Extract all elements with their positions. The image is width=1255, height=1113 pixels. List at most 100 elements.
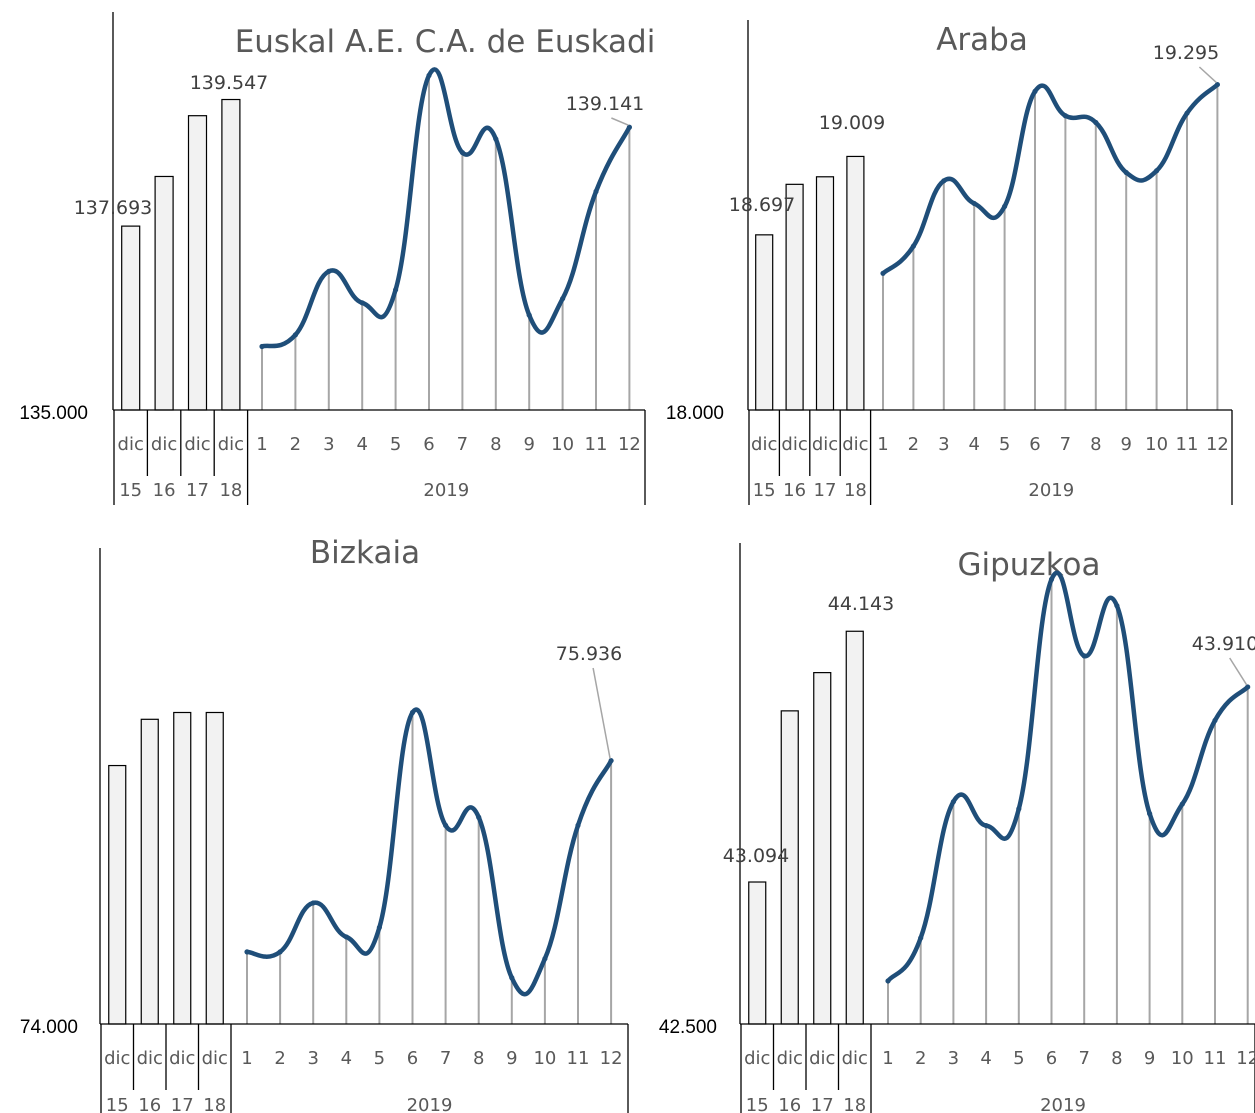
line-point bbox=[277, 949, 283, 955]
line-point bbox=[1214, 81, 1220, 88]
line-point bbox=[393, 287, 399, 293]
data-label: 43.910 bbox=[1192, 633, 1255, 655]
tick-label: 16 bbox=[778, 1095, 801, 1113]
bar bbox=[121, 225, 141, 411]
line-point bbox=[983, 822, 989, 829]
bar bbox=[785, 183, 804, 411]
data-label: 43.094 bbox=[723, 845, 789, 867]
tick-label: 18 bbox=[843, 1095, 866, 1113]
tick-label: 6 bbox=[1029, 434, 1040, 455]
tick-label: 9 bbox=[1144, 1048, 1155, 1069]
leader-line bbox=[592, 667, 611, 759]
line-point bbox=[459, 149, 465, 156]
bar bbox=[755, 234, 774, 411]
group-label: 2019 bbox=[407, 1095, 453, 1113]
tick-label: 16 bbox=[783, 480, 806, 501]
line-point bbox=[1154, 168, 1160, 174]
line-point bbox=[885, 978, 891, 984]
bar bbox=[748, 881, 767, 1025]
tick-label: dic bbox=[218, 434, 244, 455]
tick-label: 9 bbox=[506, 1048, 517, 1069]
tick-label: dic bbox=[842, 434, 868, 455]
tick-label: 15 bbox=[106, 1095, 129, 1113]
tick-label: 3 bbox=[323, 434, 334, 455]
bar bbox=[813, 672, 832, 1025]
bar bbox=[173, 711, 192, 1025]
leader-line bbox=[611, 117, 629, 126]
line-point bbox=[409, 709, 416, 716]
tick-label: 4 bbox=[341, 1048, 352, 1069]
tick-label: 3 bbox=[938, 434, 949, 455]
tick-label: dic bbox=[744, 1048, 770, 1069]
line-point bbox=[880, 270, 886, 276]
data-label: 137.693 bbox=[74, 197, 153, 219]
tick-label: dic bbox=[842, 1048, 868, 1069]
tick-label: 8 bbox=[473, 1048, 484, 1069]
tick-label: dic bbox=[151, 434, 177, 455]
tick-label: 12 bbox=[600, 1048, 623, 1069]
tick-label: 10 bbox=[1171, 1048, 1194, 1069]
tick-label: 11 bbox=[1176, 434, 1199, 455]
leader-line bbox=[1229, 657, 1248, 686]
tick-label: 3 bbox=[948, 1048, 959, 1069]
tick-label: 17 bbox=[811, 1095, 834, 1113]
line-point bbox=[343, 934, 349, 940]
line-point bbox=[1062, 113, 1068, 119]
line-point bbox=[1081, 653, 1087, 659]
tick-label: 5 bbox=[390, 434, 401, 455]
line-point bbox=[244, 949, 250, 955]
tick-label: 5 bbox=[999, 434, 1010, 455]
baseline-label: 18.000 bbox=[666, 403, 724, 424]
tick-label: 4 bbox=[356, 434, 367, 455]
tick-label: 6 bbox=[407, 1048, 418, 1069]
tick-label: 4 bbox=[968, 434, 979, 455]
tick-label: 16 bbox=[153, 480, 176, 501]
bar bbox=[846, 155, 865, 411]
leader-line bbox=[1198, 66, 1217, 84]
line-point bbox=[1093, 119, 1099, 126]
line-point bbox=[476, 814, 482, 820]
line-point bbox=[1048, 576, 1055, 582]
line-point bbox=[443, 822, 449, 829]
chart-title: Euskal A.E. C.A. de Euskadi bbox=[235, 24, 656, 60]
tick-label: 11 bbox=[567, 1048, 590, 1069]
line-point bbox=[376, 924, 382, 931]
line-point bbox=[526, 312, 532, 318]
line-point bbox=[292, 332, 298, 338]
tick-label: 2 bbox=[915, 1048, 926, 1069]
data-label: 139.547 bbox=[190, 72, 269, 94]
tick-label: 7 bbox=[1060, 434, 1071, 455]
tick-label: 11 bbox=[1204, 1048, 1227, 1069]
line-point bbox=[560, 296, 566, 302]
tick-label: 11 bbox=[585, 434, 608, 455]
tick-label: 2 bbox=[290, 434, 301, 455]
chart-title: Araba bbox=[936, 22, 1028, 58]
tick-label: 7 bbox=[1078, 1048, 1089, 1069]
line-point bbox=[1245, 684, 1251, 690]
tick-label: 8 bbox=[1090, 434, 1101, 455]
tick-label: 1 bbox=[241, 1048, 252, 1069]
bar bbox=[108, 764, 127, 1025]
tick-label: dic bbox=[812, 434, 838, 455]
line-point bbox=[1123, 169, 1129, 176]
bar bbox=[154, 175, 174, 411]
tick-label: 2 bbox=[908, 434, 919, 455]
line-point bbox=[1032, 88, 1038, 94]
chart-title: Bizkaia bbox=[310, 535, 420, 571]
tick-label: dic bbox=[118, 434, 144, 455]
line-point bbox=[1179, 801, 1185, 807]
bar bbox=[780, 710, 799, 1025]
data-label: 18.697 bbox=[729, 194, 795, 216]
tick-label: dic bbox=[751, 434, 777, 455]
line-point bbox=[1002, 203, 1008, 210]
tick-label: 15 bbox=[746, 1095, 769, 1113]
bar bbox=[221, 98, 241, 411]
tick-label: 12 bbox=[1206, 434, 1229, 455]
tick-label: 15 bbox=[119, 480, 142, 501]
tick-label: 15 bbox=[753, 480, 776, 501]
group-label: 2019 bbox=[1040, 1095, 1086, 1113]
tick-label: dic bbox=[777, 1048, 803, 1069]
